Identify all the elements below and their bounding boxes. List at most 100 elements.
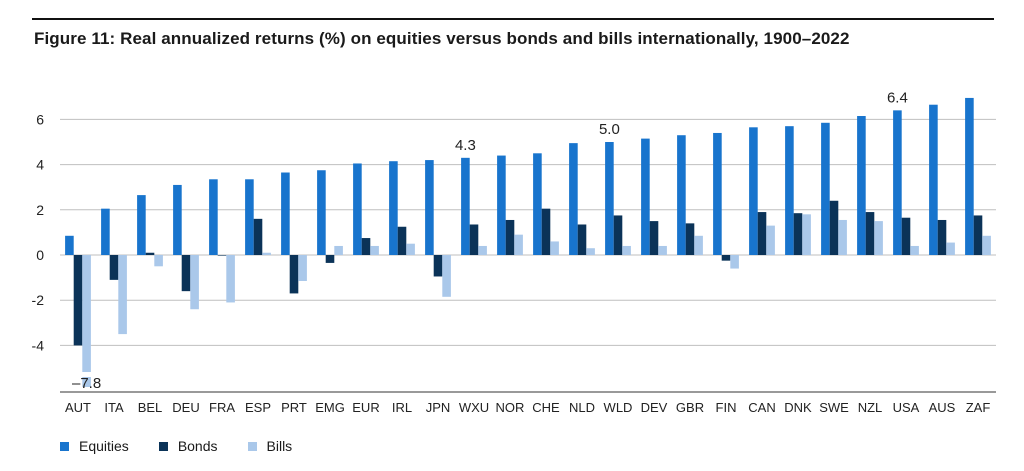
- y-tick-label: -2: [32, 292, 45, 308]
- x-tick-label: DEV: [641, 400, 668, 415]
- bar-bills-bel: [154, 255, 163, 267]
- bar-equities-fin: [713, 132, 722, 255]
- bar-equities-jpn: [425, 160, 434, 255]
- bar-equities-eur: [353, 163, 362, 255]
- bar-bonds-swe: [829, 200, 839, 255]
- bar-equities-usa: [893, 110, 902, 255]
- bar-bills-usa: [910, 245, 919, 255]
- bar-bills-eur: [370, 245, 379, 255]
- x-tick-label: NZL: [858, 400, 883, 415]
- legend-label-bonds: Bonds: [177, 438, 218, 454]
- data-label-aut: –7.8: [72, 375, 101, 392]
- bar-bonds-esp: [253, 218, 263, 255]
- y-tick-label: 0: [36, 247, 44, 263]
- bar-bonds-fra: [217, 255, 227, 256]
- bar-equities-nor: [497, 155, 506, 255]
- bar-stub-bills-aut: [82, 377, 91, 387]
- bar-bonds-nzl: [865, 212, 875, 255]
- legend-label-equities: Equities: [79, 438, 129, 454]
- legend-swatch-equities: [60, 441, 69, 451]
- x-tick-label: NOR: [496, 400, 525, 415]
- bar-equities-gbr: [677, 135, 686, 255]
- bar-bonds-nor: [505, 219, 515, 255]
- bar-bills-jpn: [442, 255, 451, 297]
- x-tick-label: FIN: [716, 400, 737, 415]
- bar-equities-irl: [389, 161, 398, 255]
- bar-bills-ita: [118, 255, 127, 335]
- bar-equities-nzl: [857, 116, 866, 255]
- legend-item-bills: Bills: [247, 438, 293, 454]
- bar-equities-zaf: [965, 97, 974, 256]
- bar-bonds-gbr: [685, 223, 695, 255]
- bar-equities-wxu: [461, 157, 470, 255]
- x-tick-label: ITA: [104, 400, 124, 415]
- bar-bills-zaf: [982, 235, 991, 255]
- x-tick-label: AUT: [65, 400, 91, 415]
- x-tick-label: USA: [893, 400, 920, 415]
- bar-equities-dnk: [785, 126, 794, 256]
- bar-bills-prt: [298, 255, 307, 281]
- bar-equities-deu: [173, 184, 182, 255]
- bar-bonds-eur: [361, 238, 371, 255]
- data-label-wld: 5.0: [599, 121, 620, 138]
- y-tick-label: 4: [36, 157, 44, 173]
- bar-bonds-can: [757, 212, 767, 255]
- bar-bills-nor: [514, 234, 523, 255]
- legend-item-bonds: Bonds: [158, 438, 218, 454]
- bar-equities-bel: [137, 195, 146, 255]
- bar-equities-nld: [569, 143, 578, 255]
- bar-bonds-wld: [613, 215, 623, 255]
- x-tick-label: EMG: [315, 400, 345, 415]
- legend-item-equities: Equities: [60, 438, 129, 454]
- bar-equities-swe: [821, 122, 830, 255]
- x-tick-label: WLD: [604, 400, 633, 415]
- bar-bills-swe: [838, 219, 847, 255]
- bar-bonds-bel: [145, 252, 155, 255]
- legend: Equities Bonds Bills: [60, 438, 322, 454]
- x-tick-label: JPN: [426, 400, 451, 415]
- top-rule: [32, 18, 994, 20]
- bar-bills-fra: [226, 255, 235, 303]
- x-tick-label: BEL: [138, 400, 163, 415]
- bar-equities-esp: [245, 179, 254, 255]
- bar-equities-dev: [641, 138, 650, 255]
- x-tick-label: ZAF: [966, 400, 991, 415]
- data-label-usa: 6.4: [887, 89, 908, 106]
- bar-bonds-aut: [73, 255, 83, 346]
- bar-bonds-irl: [397, 226, 407, 255]
- bar-bills-aut: [82, 255, 91, 372]
- bar-bills-esp: [262, 252, 271, 255]
- x-tick-label: CHE: [532, 400, 560, 415]
- bar-equities-fra: [209, 179, 218, 255]
- bar-equities-aut: [65, 235, 74, 255]
- y-tick-label: 6: [36, 111, 44, 127]
- bar-bonds-ita: [109, 255, 119, 280]
- x-tick-label: ESP: [245, 400, 271, 415]
- legend-swatch-bills: [247, 441, 257, 451]
- bar-bills-nzl: [874, 221, 883, 255]
- x-tick-label: PRT: [281, 400, 307, 415]
- bar-bonds-emg: [325, 255, 335, 263]
- bar-bills-aus: [946, 242, 955, 255]
- x-tick-label: FRA: [209, 400, 235, 415]
- x-tick-label: NLD: [569, 400, 595, 415]
- x-tick-label: DEU: [172, 400, 199, 415]
- bar-bills-emg: [334, 245, 343, 255]
- y-tick-label: -4: [32, 337, 45, 353]
- bar-bills-dev: [658, 245, 667, 255]
- bar-bills-che: [550, 241, 559, 255]
- bar-bonds-zaf: [973, 215, 983, 255]
- bar-bonds-prt: [289, 255, 299, 294]
- x-tick-label: EUR: [352, 400, 379, 415]
- x-tick-label: WXU: [459, 400, 489, 415]
- bar-bills-nld: [586, 248, 595, 255]
- x-tick-label: IRL: [392, 400, 412, 415]
- bar-equities-wld: [605, 142, 614, 255]
- legend-label-bills: Bills: [266, 438, 293, 454]
- bar-bills-gbr: [694, 235, 703, 255]
- bar-bills-wxu: [478, 245, 487, 255]
- x-tick-label: CAN: [748, 400, 775, 415]
- bar-bonds-aus: [937, 219, 947, 255]
- chart-title: Figure 11: Real annualized returns (%) o…: [34, 29, 850, 48]
- bar-bonds-nld: [577, 224, 587, 255]
